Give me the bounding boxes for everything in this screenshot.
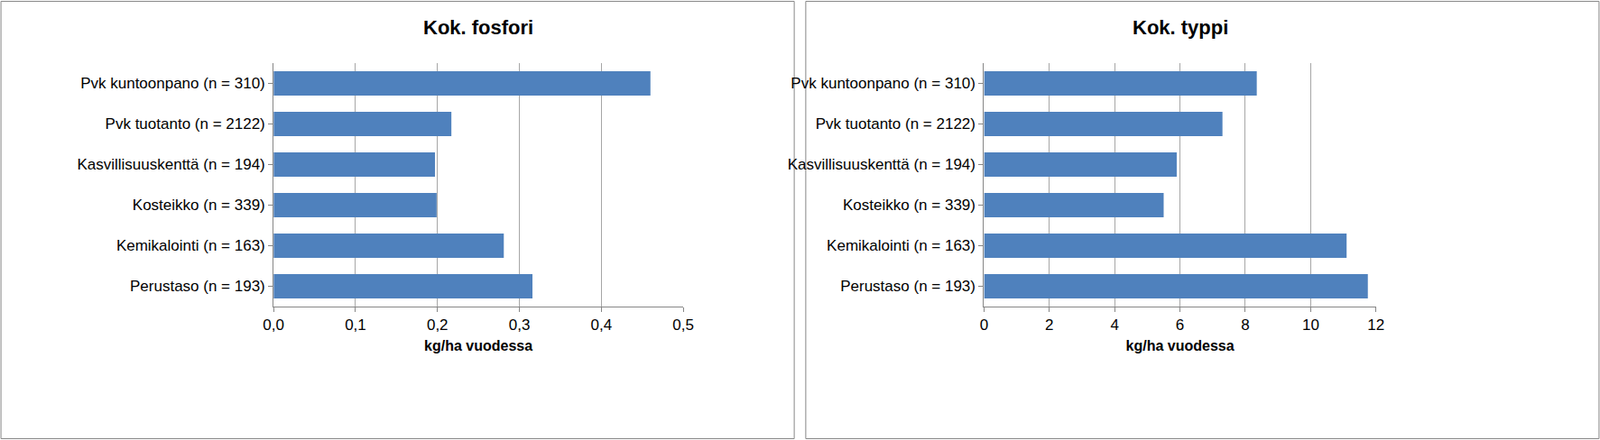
svg-text:0,5: 0,5 — [672, 316, 694, 334]
svg-text:kg/ha vuodessa: kg/ha vuodessa — [424, 338, 533, 354]
svg-text:6: 6 — [1175, 316, 1184, 334]
svg-text:Pvk tuotanto (n = 2122): Pvk tuotanto (n = 2122) — [105, 115, 266, 133]
svg-text:Pvk kuntoonpano (n = 310): Pvk kuntoonpano (n = 310) — [790, 74, 976, 93]
svg-text:Kok. fosfori: Kok. fosfori — [423, 16, 534, 39]
svg-text:Pvk kuntoonpano (n = 310): Pvk kuntoonpano (n = 310) — [80, 74, 266, 93]
svg-text:Kosteikko (n = 339): Kosteikko (n = 339) — [132, 196, 266, 214]
svg-text:2: 2 — [1045, 316, 1054, 334]
svg-text:0,2: 0,2 — [426, 316, 449, 334]
svg-text:Perustaso (n = 193): Perustaso (n = 193) — [840, 277, 976, 296]
svg-text:Perustaso (n = 193): Perustaso (n = 193) — [129, 277, 266, 296]
svg-text:4: 4 — [1109, 316, 1119, 334]
svg-text:Kasvillisuuskenttä (n = 194): Kasvillisuuskenttä (n = 194) — [76, 156, 265, 174]
svg-text:0: 0 — [980, 316, 989, 334]
svg-text:12: 12 — [1367, 316, 1385, 334]
svg-text:0,0: 0,0 — [262, 316, 285, 334]
svg-text:0,3: 0,3 — [508, 316, 531, 334]
svg-text:Kok. typpi: Kok. typpi — [1132, 16, 1229, 39]
svg-text:Kemikalointi (n = 163): Kemikalointi (n = 163) — [116, 237, 266, 255]
svg-text:Pvk tuotanto (n = 2122): Pvk tuotanto (n = 2122) — [815, 115, 976, 133]
svg-text:0,1: 0,1 — [344, 316, 367, 334]
svg-text:Kemikalointi (n = 163): Kemikalointi (n = 163) — [826, 237, 976, 255]
svg-text:8: 8 — [1240, 316, 1249, 334]
svg-text:Kasvillisuuskenttä (n = 194): Kasvillisuuskenttä (n = 194) — [787, 156, 976, 174]
svg-text:0,4: 0,4 — [590, 316, 612, 334]
svg-text:10: 10 — [1302, 316, 1320, 334]
svg-text:kg/ha vuodessa: kg/ha vuodessa — [1126, 338, 1235, 354]
svg-text:Kosteikko (n = 339): Kosteikko (n = 339) — [842, 196, 976, 214]
